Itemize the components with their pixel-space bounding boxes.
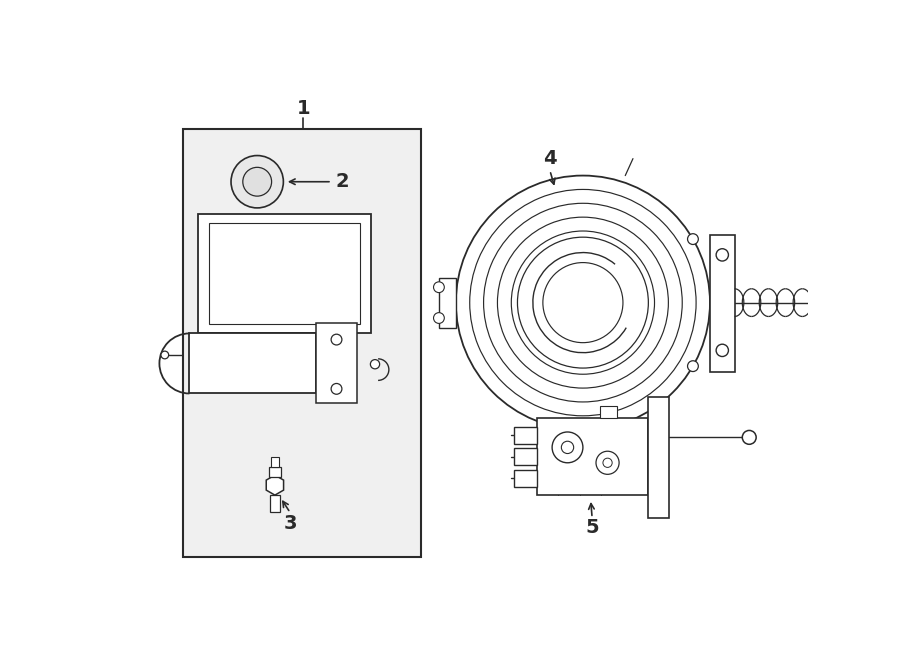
Circle shape — [161, 351, 168, 359]
Bar — [536, 418, 648, 495]
Bar — [269, 467, 281, 477]
Polygon shape — [198, 197, 391, 214]
Circle shape — [552, 432, 583, 463]
Bar — [648, 397, 670, 518]
Circle shape — [243, 167, 272, 196]
Text: 5: 5 — [585, 518, 599, 537]
Circle shape — [518, 237, 648, 368]
Bar — [317, 323, 356, 403]
Circle shape — [371, 360, 380, 369]
Circle shape — [742, 430, 756, 444]
Circle shape — [434, 313, 445, 323]
Circle shape — [331, 383, 342, 394]
Circle shape — [331, 334, 342, 345]
Text: 2: 2 — [335, 173, 348, 191]
Bar — [514, 426, 536, 444]
Circle shape — [688, 361, 698, 371]
Circle shape — [543, 262, 623, 342]
Circle shape — [716, 249, 728, 261]
Bar — [271, 457, 279, 467]
Bar — [189, 333, 317, 393]
Text: 4: 4 — [543, 149, 556, 168]
Bar — [710, 235, 734, 372]
Bar — [183, 130, 421, 557]
Circle shape — [603, 458, 612, 467]
Polygon shape — [266, 475, 284, 495]
Bar — [209, 223, 360, 324]
Circle shape — [688, 234, 698, 245]
Bar — [269, 495, 280, 512]
Circle shape — [562, 442, 573, 453]
Circle shape — [434, 282, 445, 293]
Bar — [514, 448, 536, 465]
Circle shape — [856, 295, 871, 310]
Bar — [514, 470, 536, 486]
Circle shape — [456, 176, 710, 430]
Circle shape — [231, 155, 284, 208]
Bar — [439, 278, 456, 328]
Text: 1: 1 — [297, 99, 310, 118]
Bar — [198, 214, 371, 333]
Circle shape — [596, 451, 619, 475]
Polygon shape — [371, 197, 391, 333]
Bar — [599, 406, 616, 418]
Circle shape — [716, 344, 728, 356]
Text: 3: 3 — [284, 514, 297, 533]
